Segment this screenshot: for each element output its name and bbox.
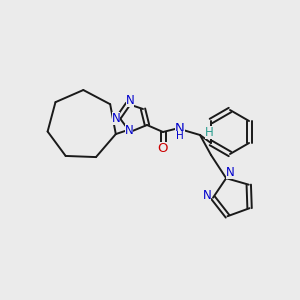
Text: O: O [158, 142, 168, 154]
Text: N: N [226, 166, 235, 179]
Text: N: N [126, 94, 134, 106]
Text: N: N [202, 189, 211, 202]
Text: N: N [124, 124, 134, 136]
Text: H: H [176, 131, 184, 141]
Text: N: N [112, 112, 120, 124]
Text: H: H [205, 125, 213, 139]
Text: N: N [175, 122, 185, 136]
